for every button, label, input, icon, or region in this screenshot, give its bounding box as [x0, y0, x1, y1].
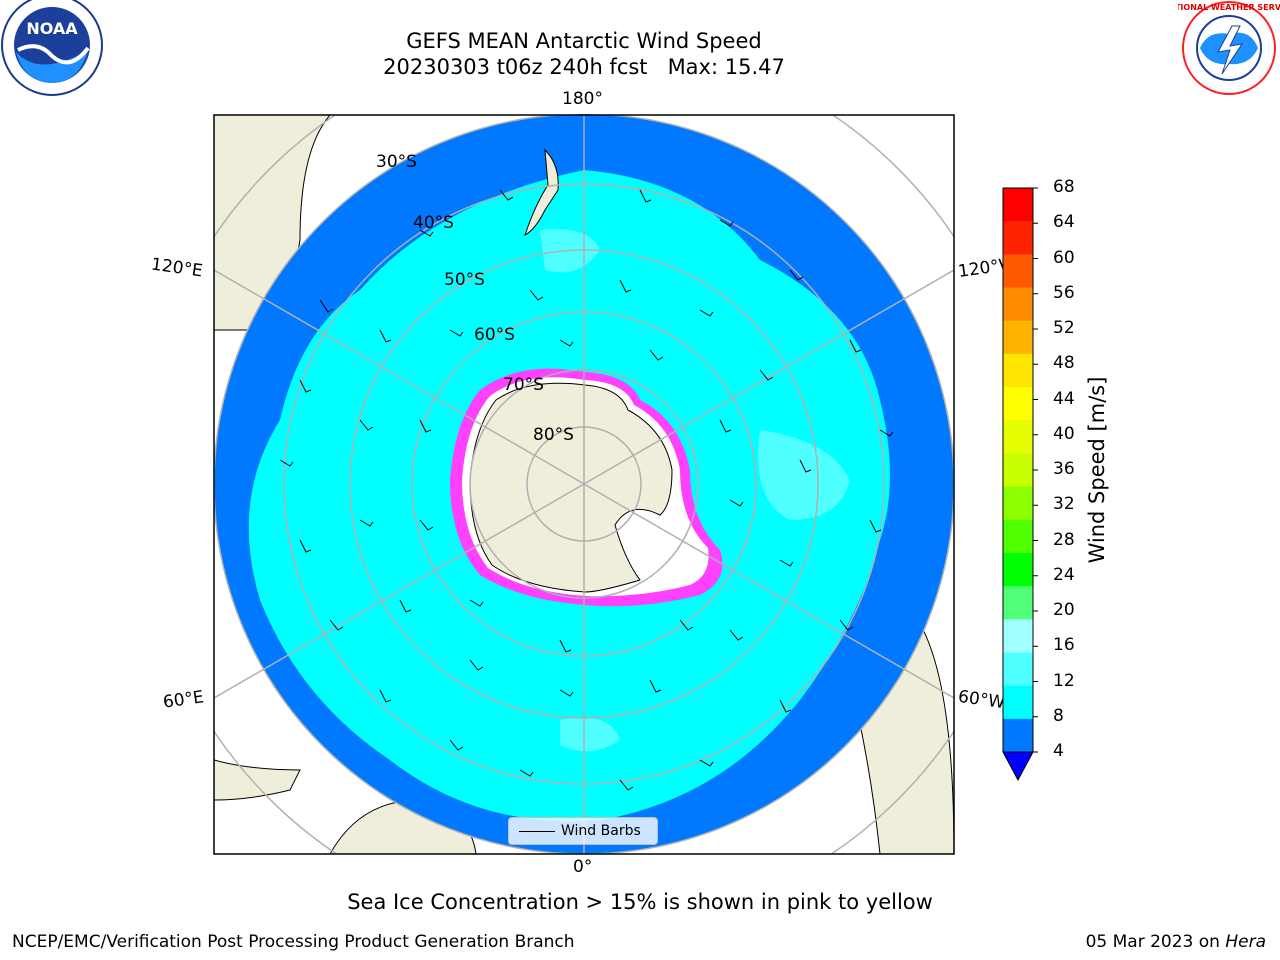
colorbar-tick-label: 56 — [1053, 282, 1075, 303]
colorbar-tick-label: 32 — [1053, 494, 1075, 515]
colorbar-tick-label: 12 — [1053, 670, 1075, 691]
colorbar-band — [1003, 453, 1033, 488]
colorbar-band — [1003, 353, 1033, 388]
colorbar-tick-label: 8 — [1053, 705, 1064, 726]
colorbar-band — [1003, 486, 1033, 521]
lon-label-bottom: 0° — [573, 857, 593, 877]
map-frame — [213, 114, 955, 855]
colorbar-tick-label: 64 — [1053, 212, 1075, 233]
meridian-60e-120w — [214, 269, 954, 699]
colorbar-band — [1003, 287, 1033, 322]
colorbar-label: Wind Speed [m/s] — [1085, 376, 1109, 564]
colorbar-band — [1003, 552, 1033, 587]
colorbar-band — [1003, 254, 1033, 289]
ocean-high-wind-1 — [758, 430, 850, 520]
colorbar-band — [1003, 519, 1033, 554]
lat-label-70s: 70°S — [503, 375, 544, 395]
colorbar-band — [1003, 387, 1033, 421]
lat-label-80s: 80°S — [533, 425, 574, 445]
noaa-logo-text: NOAA — [26, 19, 78, 38]
lon-label-top: 180° — [562, 89, 603, 109]
colorbar-tick-label: 60 — [1053, 247, 1075, 268]
graticule — [214, 115, 954, 854]
colorbar-band — [1003, 718, 1033, 753]
colorbar-band — [1003, 685, 1033, 720]
colorbar-tick-label: 4 — [1053, 741, 1064, 761]
footer-left: NCEP/EMC/Verification Post Processing Pr… — [12, 932, 575, 952]
colorbar-tick-label: 68 — [1053, 177, 1075, 197]
chart-title: GEFS MEAN Antarctic Wind Speed — [406, 29, 762, 53]
colorbar — [1002, 187, 1038, 782]
legend-wind-barbs-label: Wind Barbs — [561, 823, 641, 839]
antarctica — [469, 382, 673, 593]
colorbar-band — [1003, 320, 1033, 355]
lat-label-50s: 50°S — [444, 270, 485, 290]
footer-right: 05 Mar 2023 on Hera — [1086, 932, 1266, 952]
colorbar-tick-label: 40 — [1053, 423, 1075, 444]
footer-host: Hera — [1225, 932, 1266, 952]
colorbar-tick-label: 48 — [1053, 353, 1075, 374]
sea-ice-note: Sea Ice Concentration > 15% is shown in … — [347, 890, 933, 914]
colorbar-band — [1003, 221, 1033, 255]
colorbar-band — [1003, 188, 1033, 222]
lat-label-30s: 30°S — [376, 152, 417, 172]
lat-label-60s: 60°S — [474, 325, 515, 345]
colorbar-band — [1003, 420, 1033, 454]
colorbar-tick-label: 28 — [1053, 529, 1075, 550]
footer-date: 05 Mar 2023 on — [1085, 932, 1226, 952]
colorbar-tick-label: 20 — [1053, 600, 1075, 620]
colorbar-band — [1003, 586, 1033, 620]
colorbar-tick-label: 36 — [1053, 459, 1075, 479]
colorbar-under-arrow — [1002, 751, 1034, 782]
new-zealand — [524, 148, 559, 236]
colorbar-tick-label: 16 — [1053, 635, 1075, 656]
nws-logo-text: NATIONAL WEATHER SERVICE — [1178, 3, 1280, 12]
colorbar-tick-label: 52 — [1053, 318, 1075, 338]
noaa-logo: NOAA — [1, 0, 103, 96]
colorbar-band — [1003, 619, 1033, 653]
chart-subtitle: 20230303 t06z 240h fcst Max: 15.47 — [383, 55, 785, 79]
colorbar-tick-label: 24 — [1053, 564, 1075, 585]
wind-barbs — [279, 189, 894, 791]
lat-label-40s: 40°S — [413, 213, 454, 233]
nws-logo: NATIONAL WEATHER SERVICE — [1178, 1, 1280, 95]
map-legend: Wind Barbs — [508, 817, 658, 845]
ocean-high-wind-3 — [560, 717, 620, 752]
legend-wind-barb-swatch — [519, 831, 555, 832]
colorbar-band — [1003, 652, 1033, 687]
colorbar-tick-label: 44 — [1053, 388, 1075, 409]
